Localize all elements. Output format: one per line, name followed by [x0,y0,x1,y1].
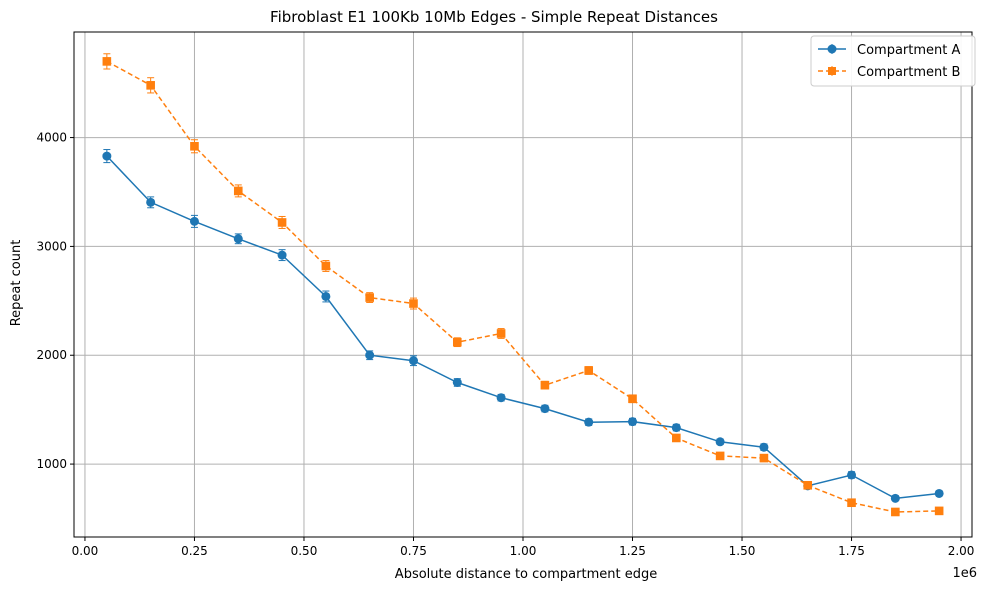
series-1 [102,53,944,517]
data-point [628,417,638,427]
x-tick-label: 0.75 [400,544,427,558]
series-line [106,60,940,513]
data-point [365,350,375,360]
data-point [803,481,813,490]
data-point [496,393,506,403]
legend-marker-square [828,67,836,75]
x-tick-label: 1.00 [510,544,537,558]
legend-label-series-1: Compartment B [857,65,960,80]
data-point [409,299,418,308]
data-point [672,433,681,443]
legend-label-series-0: Compartment A [857,43,960,58]
data-point [190,141,199,151]
data-point [146,81,155,90]
x-tick-label: 0.25 [181,544,208,558]
x-tick-label: 0.00 [72,544,99,558]
data-point [759,442,769,452]
data-point [847,470,857,480]
data-point [189,216,199,226]
data-point [890,493,900,503]
x-tick-label: 0.50 [291,544,318,558]
data-point [628,394,637,404]
y-tick-label: 1000 [36,457,67,471]
data-point [365,293,374,302]
data-point [233,234,243,244]
x-tick-label: 1.25 [619,544,646,558]
data-point [452,377,462,387]
x-tick-label: 1.75 [838,544,865,558]
x-axis-label: Absolute distance to compartment edge [395,567,657,582]
data-point [671,423,681,433]
data-point [934,488,944,498]
data-point [496,329,506,338]
series-line [106,155,940,500]
data-point [540,380,550,390]
data-point [540,404,550,414]
chart-title: Fibroblast E1 100Kb 10Mb Edges - Simple … [270,8,718,26]
legend-box [810,35,976,87]
x-tick-label: 1.50 [729,544,756,558]
data-point [102,57,112,66]
data-point [408,356,418,366]
y-tick-label: 2000 [36,348,67,362]
data-point [277,250,287,260]
y-axis-label: Repeat count [9,240,24,327]
data-point [102,151,112,161]
x-tick-label: 2.00 [948,544,975,558]
series-layer [102,53,944,517]
legend-item-compartment-a: Compartment A [818,43,960,58]
data-point [715,451,725,461]
data-point [891,507,900,517]
y-axis-ticks: 1000 2000 3000 4000 [36,131,74,471]
data-point [146,197,156,207]
data-point [759,453,769,463]
grid-lines [74,32,972,537]
y-tick-label: 3000 [36,239,67,253]
data-point [715,437,725,447]
legend-item-compartment-b: Compartment B [818,65,960,80]
data-point [277,218,287,227]
data-point [584,417,594,427]
data-point [233,186,243,196]
legend: Compartment A Compartment B [810,35,976,87]
legend-marker-circle [827,44,837,54]
data-point [584,366,594,375]
data-point [847,498,856,508]
y-tick-label: 4000 [36,131,67,145]
x-axis-offset-label: 1e6 [952,566,977,581]
data-point [321,261,331,271]
data-point [934,506,944,516]
x-axis-ticks: 0.00 0.25 0.50 0.75 1.00 1.25 1.50 1.75 2.00 [72,537,975,558]
data-point [321,291,331,301]
data-point [452,337,462,347]
